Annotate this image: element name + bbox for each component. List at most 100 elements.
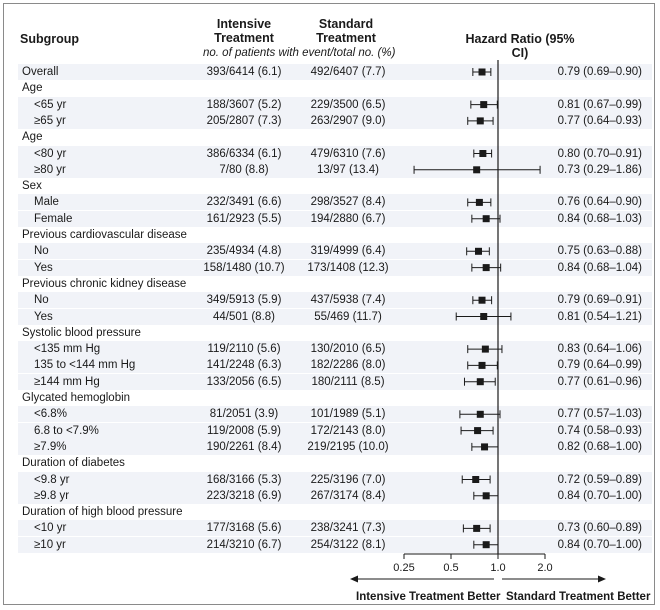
row-band (18, 406, 652, 423)
hazard-ratio-text: 0.74 (0.58–0.93) (557, 424, 642, 437)
intensive-events-cell: 190/2261 (8.4) (206, 440, 282, 453)
subgroup-label: <65 yr (34, 98, 67, 111)
category-label: Glycated hemoglobin (22, 392, 131, 404)
x-tick-label: 1.0 (490, 562, 505, 574)
point-estimate (481, 345, 489, 353)
subgroup-category-row: Glycated hemoglobin (4, 390, 654, 406)
standard-events-cell: 238/3241 (7.3) (310, 522, 386, 535)
subgroup-data-row: Male 232/3491 (6.6) 298/3527 (8.4) 0.76 (0.… (4, 194, 654, 211)
subgroup-data-row: No 235/4934 (4.8) 319/4999 (6.4) 0.75 (0.63… (4, 243, 654, 260)
hazard-ratio-text: 0.73 (0.60–0.89) (557, 522, 642, 535)
subgroup-category-row: Age (4, 129, 654, 145)
point-estimate (478, 296, 486, 304)
point-estimate (475, 198, 483, 206)
hazard-ratio-text: 0.73 (0.29–1.86) (557, 163, 642, 176)
subgroup-label: Yes (34, 310, 53, 323)
standard-events-cell: 180/2111 (8.5) (311, 375, 385, 388)
subgroup-label: Male (34, 196, 59, 209)
standard-events-cell: 173/1408 (12.3) (307, 261, 389, 274)
standard-events-cell: 263/2907 (9.0) (310, 114, 386, 127)
point-estimate (474, 247, 482, 255)
subgroup-data-row: Yes 158/1480 (10.7) 173/1408 (12.3) 0.84 (0… (4, 259, 654, 276)
hazard-ratio-text: 0.84 (0.68–1.03) (557, 212, 642, 225)
standard-better-label: Standard Treatment Better (506, 591, 651, 603)
standard-events-cell: 194/2880 (6.7) (310, 212, 386, 225)
standard-events-cell: 254/3122 (8.1) (310, 538, 386, 551)
intensive-events-cell: 133/2056 (6.5) (206, 375, 282, 388)
standard-events-cell: 182/2286 (8.0) (310, 359, 386, 372)
subgroup-label: ≥80 yr (34, 163, 66, 176)
arrow-left-head (350, 575, 358, 583)
standard-events-cell: 13/97 (13.4) (316, 163, 379, 176)
category-label: Duration of diabetes (22, 457, 125, 470)
point-estimate (478, 361, 486, 369)
intensive-treatment-header: Intensive Treatment (214, 17, 274, 45)
hazard-ratio-text: 0.82 (0.68–1.00) (557, 440, 642, 453)
standard-events-cell: 55/469 (11.7) (314, 310, 382, 323)
subgroup-label: <10 yr (34, 522, 67, 535)
subgroup-data-row: <80 yr 386/6334 (6.1) 479/6310 (7.6) 0.80 (… (4, 145, 654, 162)
standard-events-cell: 225/3196 (7.0) (310, 473, 386, 486)
point-estimate (482, 541, 490, 549)
subgroup-data-row: Overall 393/6414 (6.1) 492/6407 (7.7) 0.79 … (4, 64, 654, 80)
hazard-ratio-text: 0.81 (0.67–0.99) (557, 98, 642, 111)
hazard-ratio-text: 0.75 (0.63–0.88) (557, 245, 642, 258)
point-estimate (476, 378, 484, 386)
row-band (18, 96, 652, 113)
subgroup-data-row: ≥9.8 yr 223/3218 (6.9) 267/3174 (8.4) 0.84 … (4, 487, 654, 504)
hazard-ratio-text: 0.81 (0.54–1.21) (557, 310, 642, 323)
subgroup-category-row: Age (4, 80, 654, 96)
intensive-events-cell: 7/80 (8.8) (219, 163, 269, 176)
intensive-events-cell: 158/1480 (10.7) (203, 261, 285, 274)
category-label: Sex (22, 180, 42, 193)
intensive-events-cell: 393/6414 (6.1) (206, 66, 282, 78)
subgroup-label: <9.8 yr (34, 473, 70, 486)
standard-events-cell: 101/1989 (5.1) (310, 408, 386, 421)
subgroup-label: <135 mm Hg (34, 343, 101, 356)
intensive-events-cell: 223/3218 (6.9) (206, 489, 282, 502)
intensive-events-cell: 177/3168 (5.6) (206, 522, 282, 535)
row-band (18, 308, 652, 325)
subgroup-label: Overall (22, 66, 59, 78)
row-band (18, 487, 652, 504)
row-band (18, 161, 652, 178)
row-band (18, 259, 652, 276)
hazard-ratio-text: 0.77 (0.64–0.93) (557, 114, 642, 127)
category-label: Previous cardiovascular disease (22, 229, 187, 241)
intensive-events-cell: 44/501 (8.8) (212, 310, 275, 323)
category-label: Previous chronic kidney disease (22, 277, 187, 290)
intensive-events-cell: 141/2248 (6.3) (206, 359, 282, 372)
subgroup-label: 135 to <144 mm Hg (34, 359, 136, 372)
forest-plot: 0.25 0.5 1.0 2.0 (350, 60, 606, 583)
subgroup-data-row: ≥10 yr 214/3210 (6.7) 254/3122 (8.1) 0.84 (… (4, 536, 654, 553)
row-band (18, 357, 652, 374)
intensive-events-cell: 81/2051 (3.9) (209, 408, 279, 421)
intensive-events-cell: 235/4934 (4.8) (206, 245, 282, 258)
arrow-right-head (598, 575, 606, 583)
intensive-better-label: Intensive Treatment Better (356, 591, 501, 603)
subgroup-data-row: ≥7.9% 190/2261 (8.4) 219/2195 (10.0) 0.82 (… (4, 438, 654, 455)
subgroup-category-row: Sex (4, 178, 654, 194)
subgroup-label: ≥144 mm Hg (34, 375, 100, 388)
category-label: Duration of high blood pressure (22, 506, 183, 519)
row-band (18, 373, 652, 390)
subgroup-category-row: Duration of diabetes (4, 455, 654, 471)
subgroup-data-row: Female 161/2923 (5.5) 194/2880 (6.7) 0.84 (… (4, 210, 654, 227)
standard-treatment-header: Standard Treatment (316, 17, 376, 45)
standard-events-cell: 130/2010 (6.5) (310, 343, 386, 356)
point-estimate (480, 101, 488, 109)
row-band (18, 520, 652, 537)
subgroup-label: Female (34, 212, 73, 225)
subgroup-category-row: Duration of high blood pressure (4, 504, 654, 520)
subgroup-label: ≥65 yr (34, 114, 66, 127)
row-band (18, 210, 652, 227)
hazard-ratio-text: 0.79 (0.64–0.99) (557, 359, 642, 372)
subgroup-data-row: ≥80 yr 7/80 (8.8) 13/97 (13.4) 0.73 (0.29–1… (4, 161, 654, 178)
standard-events-cell: 219/2195 (10.0) (307, 440, 389, 453)
x-tick-label: 2.0 (537, 562, 552, 574)
hazard-ratio-text: 0.79 (0.69–0.91) (557, 294, 642, 307)
category-label: Age (22, 131, 43, 144)
point-estimate (478, 68, 486, 76)
subgroup-label: ≥7.9% (34, 440, 67, 453)
intensive-events-cell: 214/3210 (6.7) (206, 538, 282, 551)
